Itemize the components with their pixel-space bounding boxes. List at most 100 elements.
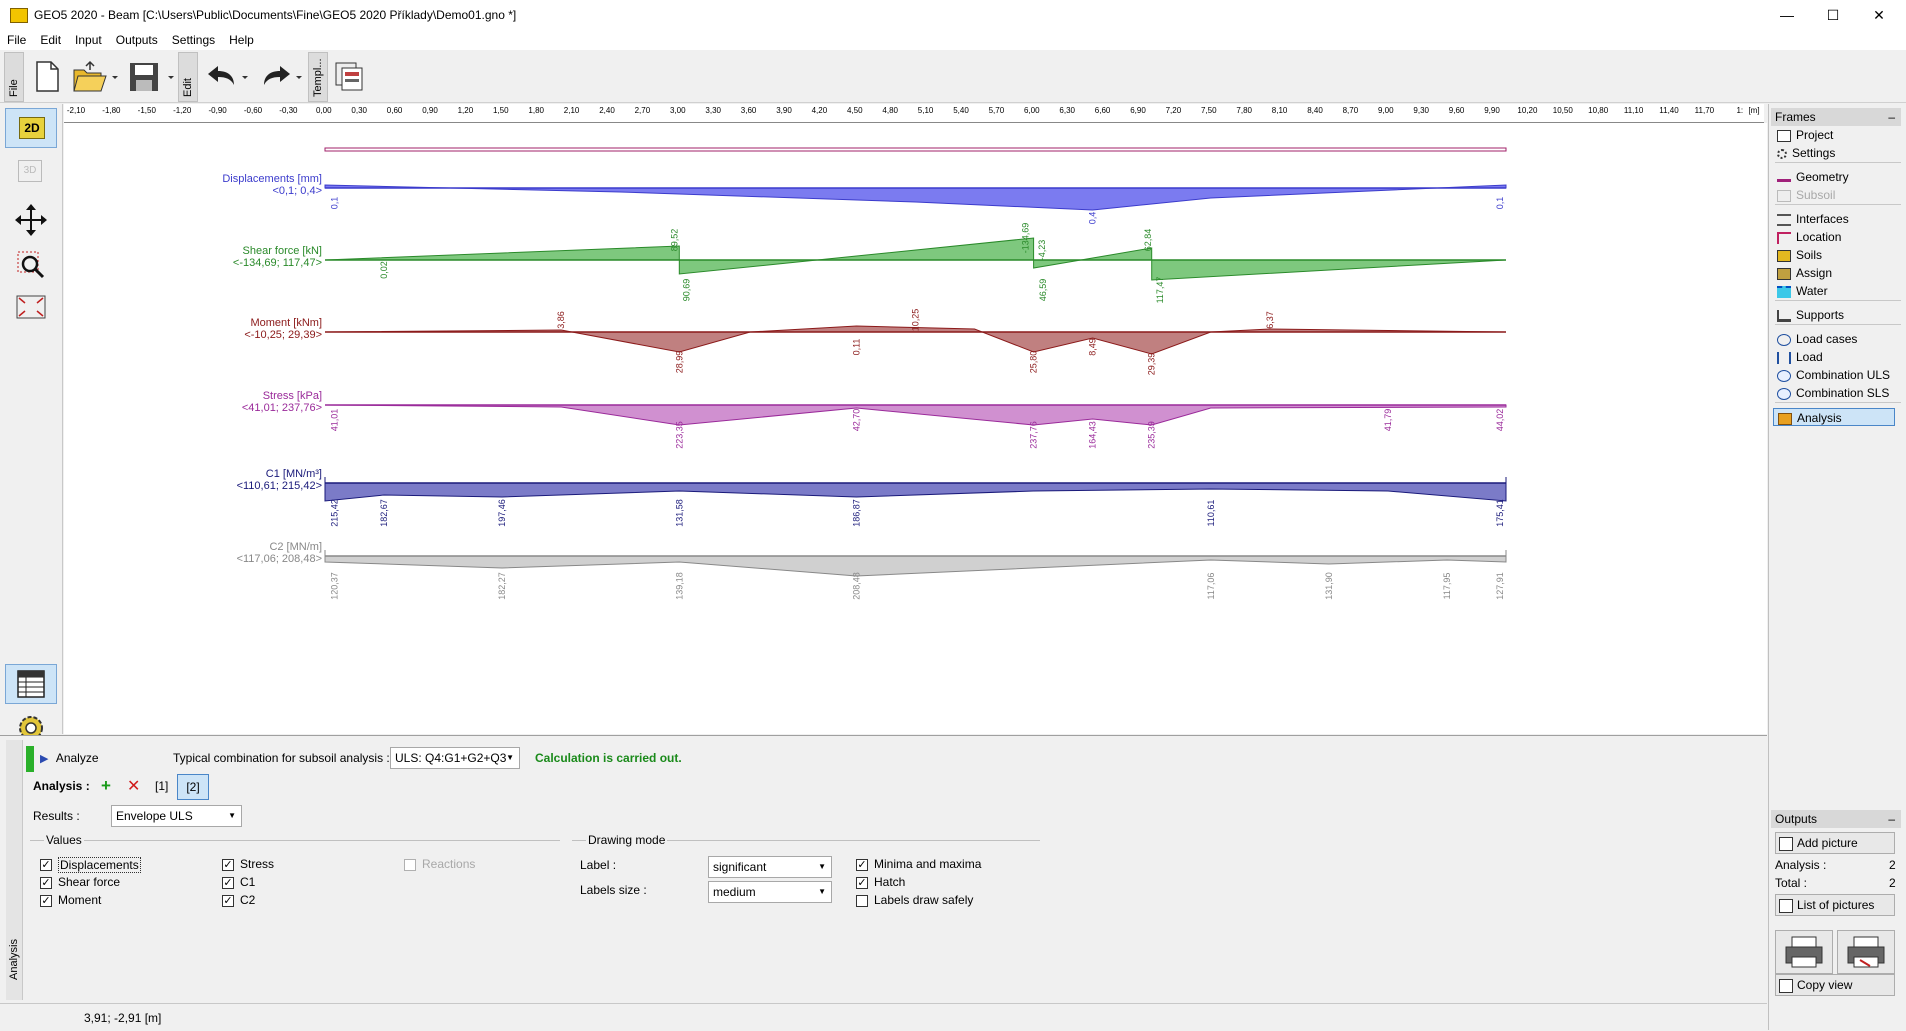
frame-supports[interactable]: Supports	[1777, 306, 1844, 324]
print-button[interactable]	[1775, 930, 1833, 974]
analysis-label: Analysis :	[33, 779, 90, 793]
checkbox-label[interactable]: Shear force	[58, 875, 121, 889]
checkbox-label[interactable]: Labels draw safely	[874, 893, 974, 907]
stress-value-label: 44,02	[1495, 409, 1505, 432]
analyze-button[interactable]: ▶ Analyze	[40, 751, 99, 765]
checkbox-c1[interactable]: ✓	[222, 877, 234, 889]
templates-toolbar-tab[interactable]: Templ...	[308, 52, 328, 102]
checkbox-hatch[interactable]: ✓	[856, 877, 868, 889]
frame-interfaces[interactable]: Interfaces	[1777, 210, 1849, 228]
checkbox-label[interactable]: C1	[240, 875, 256, 889]
ruler-tick: 2,70	[634, 106, 651, 115]
frame-load[interactable]: Load	[1777, 348, 1823, 366]
stress-range: <41,01; 237,76>	[242, 402, 322, 414]
frame-geometry[interactable]: Geometry	[1777, 168, 1849, 186]
menu-outputs[interactable]: Outputs	[115, 33, 158, 47]
pan-move-icon[interactable]	[5, 200, 57, 240]
frame-label: Project	[1796, 128, 1834, 142]
ruler-tick: -0,60	[243, 106, 263, 115]
checkbox-label[interactable]: Hatch	[874, 875, 906, 889]
menu-help[interactable]: Help	[229, 33, 254, 47]
remove-analysis-icon[interactable]: ✕	[127, 778, 141, 795]
frames-separator	[1775, 300, 1901, 301]
frame-combination-uls[interactable]: Combination ULS	[1777, 366, 1890, 384]
minimize-button[interactable]: —	[1780, 7, 1794, 23]
add-picture-icon	[1779, 836, 1793, 851]
menu-settings[interactable]: Settings	[171, 33, 216, 47]
checkbox-stress[interactable]: ✓	[222, 859, 234, 871]
undo-icon[interactable]	[202, 58, 250, 94]
menu-input[interactable]: Input	[75, 33, 102, 47]
checkbox-c2[interactable]: ✓	[222, 895, 234, 907]
maximize-button[interactable]: ☐	[1826, 7, 1840, 23]
frame-combination-sls[interactable]: Combination SLS	[1777, 384, 1889, 402]
add-analysis-icon[interactable]: +	[101, 776, 111, 795]
print-export-button[interactable]	[1837, 930, 1895, 974]
combination-select[interactable]: ULS: Q4:G1+G2+Q3 ▼	[390, 747, 520, 769]
assign-icon	[1777, 267, 1791, 280]
open-file-icon[interactable]	[70, 58, 120, 94]
analysis-tab-1[interactable]: [1]	[155, 779, 169, 793]
templates-icon[interactable]	[332, 58, 366, 94]
close-button[interactable]: ✕	[1873, 7, 1885, 23]
copy-view-button[interactable]: Copy view	[1775, 974, 1895, 996]
c1-value-label: 215,42	[329, 499, 339, 527]
checkbox-label[interactable]: Moment	[58, 893, 102, 907]
checkbox-minima-and-maxima[interactable]: ✓	[856, 859, 868, 871]
c2-value-label: 139,18	[674, 572, 684, 600]
frame-assign[interactable]: Assign	[1777, 264, 1832, 282]
settings-gear-icon[interactable]	[5, 708, 57, 748]
checkbox-label[interactable]: Minima and maxima	[874, 857, 982, 871]
redo-icon[interactable]	[256, 58, 304, 94]
checkbox-label[interactable]: Stress	[240, 857, 275, 871]
new-file-icon[interactable]	[30, 58, 64, 94]
ruler-tick: 5,40	[953, 106, 969, 115]
frame-load-cases[interactable]: Load cases	[1777, 330, 1857, 348]
checkbox-displacements[interactable]: ✓	[40, 859, 52, 871]
c2-range: <117,06; 208,48>	[237, 553, 322, 565]
results-label: Results :	[33, 809, 80, 823]
labels-size-select[interactable]: medium ▼	[708, 881, 832, 903]
checkbox-shear-force[interactable]: ✓	[40, 877, 52, 889]
zoom-window-icon[interactable]	[5, 244, 57, 284]
checkbox-moment[interactable]: ✓	[40, 895, 52, 907]
play-icon: ▶	[40, 753, 49, 765]
ruler-tick: -1,80	[102, 106, 121, 115]
frame-label: Combination SLS	[1796, 386, 1890, 400]
mode-2d-button[interactable]: 2D	[5, 108, 57, 148]
frame-analysis[interactable]: Analysis	[1773, 408, 1895, 426]
file-toolbar-tab[interactable]: File	[4, 52, 24, 102]
ruler-tick: 10,50	[1552, 106, 1573, 115]
drawing-canvas[interactable]: Displacements [mm] <0,1; 0,4> 0,1 0,4 0,1 She…	[64, 123, 1767, 734]
frame-project[interactable]: Project	[1777, 126, 1833, 144]
cursor-coordinates: 3,91; -2,91 [m]	[84, 1011, 162, 1025]
checkbox-label[interactable]: Displacements	[58, 857, 141, 873]
menu-bar: File Edit Input Outputs Settings Help	[0, 30, 1906, 50]
displacements-value-label: 0,1	[1495, 197, 1505, 210]
save-file-icon[interactable]	[126, 58, 176, 94]
frame-soils[interactable]: Soils	[1777, 246, 1822, 264]
label-select[interactable]: significant ▼	[708, 856, 832, 878]
ruler-tick: 0,90	[422, 106, 438, 115]
table-view-button[interactable]	[5, 664, 57, 704]
c2-value-label: 117,95	[1442, 573, 1452, 600]
menu-edit[interactable]: Edit	[40, 33, 62, 47]
frame-settings[interactable]: Settings	[1777, 144, 1835, 162]
add-picture-button[interactable]: Add picture	[1775, 832, 1895, 854]
checkbox-labels-draw-safely[interactable]	[856, 895, 868, 907]
menu-file[interactable]: File	[7, 33, 27, 47]
analysis-tab-2[interactable]: [2]	[177, 774, 209, 800]
ruler-tick: 8,70	[1342, 106, 1359, 115]
analysis-side-tab[interactable]: Analysis	[6, 740, 23, 1000]
checkbox-label[interactable]: C2	[240, 893, 256, 907]
results-select[interactable]: Envelope ULS ▼	[111, 805, 242, 827]
status-bar: 3,91; -2,91 [m]	[0, 1003, 1767, 1031]
mode-3d-button[interactable]: 3D	[5, 152, 57, 192]
zoom-extents-icon[interactable]	[5, 288, 57, 328]
frame-location[interactable]: Location	[1777, 228, 1841, 246]
frame-water[interactable]: Water	[1777, 282, 1828, 300]
edit-toolbar-tab[interactable]: Edit	[178, 52, 198, 102]
beam-diagrams: Displacements [mm]<0,1; 0,4> 0,1 0,4 0,1 She…	[222, 147, 1507, 600]
frame-subsoil: Subsoil	[1777, 186, 1835, 204]
list-of-pictures-button[interactable]: List of pictures	[1775, 894, 1895, 916]
